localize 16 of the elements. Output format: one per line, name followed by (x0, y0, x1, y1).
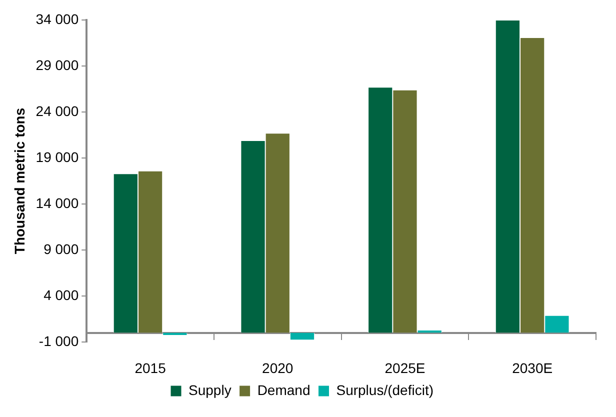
y-tick-label: 24 000 (36, 102, 79, 119)
y-tick-label: 9 000 (44, 240, 79, 257)
legend-label: Supply (188, 382, 232, 398)
y-tick-label: 34 000 (36, 10, 79, 27)
y-axis-title: Thousand metric tons (11, 108, 28, 254)
x-tick-label: 2030E (512, 360, 553, 376)
x-tick-label: 2025E (384, 360, 426, 376)
legend-label: Demand (257, 382, 310, 398)
x-tick-label: 2020 (262, 360, 294, 376)
y-tick-label: 4 000 (44, 286, 79, 303)
y-tick-label: 19 000 (36, 148, 79, 165)
y-tick-label: 29 000 (36, 56, 79, 73)
y-tick-label: -1 000 (38, 332, 79, 349)
legend-label: Surplus/(deficit) (336, 382, 434, 398)
x-tick-label: 2015 (134, 360, 166, 376)
y-tick-label: 14 000 (36, 194, 79, 211)
